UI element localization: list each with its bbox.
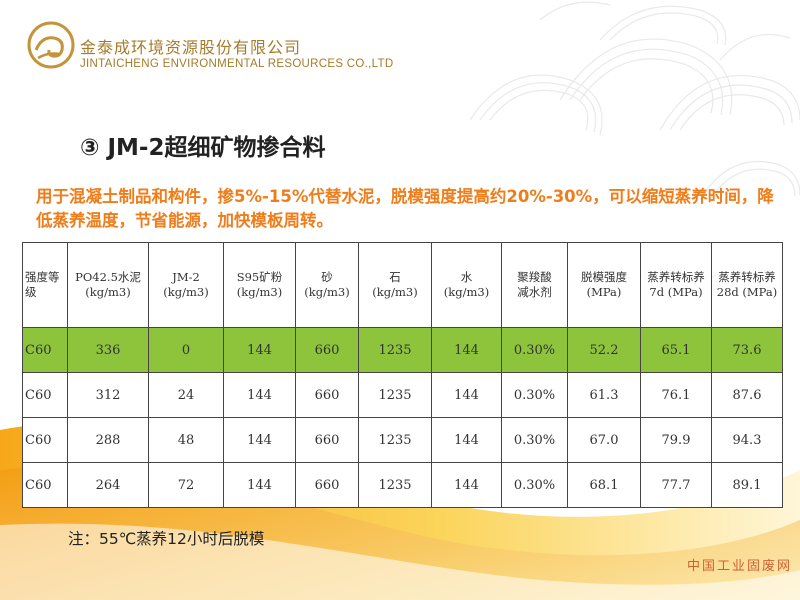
cell: 1235: [358, 462, 432, 508]
cell: 144: [223, 462, 296, 508]
cell: 89.1: [711, 462, 783, 508]
cell: 52.2: [567, 327, 641, 373]
header-demold-strength: 脱模强度 (MPa): [567, 242, 641, 328]
cell: 144: [431, 372, 502, 418]
cell: 0.30%: [501, 417, 568, 463]
cell: 660: [295, 417, 359, 463]
cell: 312: [67, 372, 149, 418]
cell: 264: [67, 462, 149, 508]
description-text: 用于混凝土制品和构件，掺5%-15%代替水泥，脱模强度提高约20%-30%，可以…: [36, 187, 774, 230]
cell: 67.0: [567, 417, 641, 463]
spiral-wave-logo-icon: [27, 21, 75, 69]
table-row: C60 312 24 144 660 1235 144 0.30% 61.3 7…: [22, 372, 783, 418]
header-28d-strength: 蒸养转标养 28d (MPa): [711, 242, 783, 328]
cell: 288: [67, 417, 149, 463]
cell: 336: [67, 327, 149, 373]
cell: 87.6: [711, 372, 783, 418]
cell: 68.1: [567, 462, 641, 508]
cell: 144: [223, 372, 296, 418]
header-sand: 砂 (kg/m3): [295, 242, 359, 328]
cell: 73.6: [711, 327, 783, 373]
table-row: C60 264 72 144 660 1235 144 0.30% 68.1 7…: [22, 462, 783, 508]
header-slag: S95矿粉 (kg/m3): [223, 242, 296, 328]
cell: 1235: [358, 372, 432, 418]
cell: 65.1: [640, 327, 712, 373]
table-row: C60 336 0 144 660 1235 144 0.30% 52.2 65…: [22, 327, 783, 373]
cell: 144: [223, 417, 296, 463]
cell: 1235: [358, 417, 432, 463]
table-row: C60 288 48 144 660 1235 144 0.30% 67.0 7…: [22, 417, 783, 463]
cell: 0: [148, 327, 224, 373]
cell: 0.30%: [501, 327, 568, 373]
cell: 660: [295, 327, 359, 373]
cell: C60: [22, 417, 68, 463]
cell: 660: [295, 462, 359, 508]
cell: 24: [148, 372, 224, 418]
cell: 94.3: [711, 417, 783, 463]
header-water: 水 (kg/m3): [431, 242, 502, 328]
header-stone: 石 (kg/m3): [358, 242, 432, 328]
wave-pattern: [469, 1, 800, 201]
cell: 79.9: [640, 417, 712, 463]
cell: 76.1: [640, 372, 712, 418]
header-jm2: JM-2 (kg/m3): [148, 242, 224, 328]
table-header-row: 强度等级 PO42.5水泥 (kg/m3) JM-2 (kg/m3) S95矿粉 (k…: [22, 242, 783, 328]
cell: 0.30%: [501, 372, 568, 418]
mix-proportion-table: 强度等级 PO42.5水泥 (kg/m3) JM-2 (kg/m3) S95矿粉 (k…: [22, 242, 783, 508]
watermark: 中国工业固废网: [686, 559, 792, 574]
cell: 72: [148, 462, 224, 508]
header-cement: PO42.5水泥 (kg/m3): [67, 242, 149, 328]
cell: 1235: [358, 327, 432, 373]
cell: 660: [295, 372, 359, 418]
cell: 61.3: [567, 372, 641, 418]
cell: C60: [22, 372, 68, 418]
cell: C60: [22, 327, 68, 373]
section-heading: ③ JM-2超细矿物掺合料: [80, 135, 326, 161]
footnote: 注：55℃蒸养12小时后脱模: [68, 530, 265, 548]
cell: C60: [22, 462, 68, 508]
cell: 144: [431, 417, 502, 463]
cell: 0.30%: [501, 462, 568, 508]
cell: 144: [431, 462, 502, 508]
header-grade: 强度等级: [22, 242, 68, 328]
company-name-cn: 金泰成环境资源股份有限公司: [80, 38, 302, 57]
cell: 144: [431, 327, 502, 373]
company-name-en: JINTAICHENG ENVIRONMENTAL RESOURCES CO.,…: [80, 58, 394, 70]
header-7d-strength: 蒸养转标养 7d (MPa): [640, 242, 712, 328]
cell: 144: [223, 327, 296, 373]
cell: 48: [148, 417, 224, 463]
header-reducer: 聚羧酸 减水剂: [501, 242, 568, 328]
cell: 77.7: [640, 462, 712, 508]
